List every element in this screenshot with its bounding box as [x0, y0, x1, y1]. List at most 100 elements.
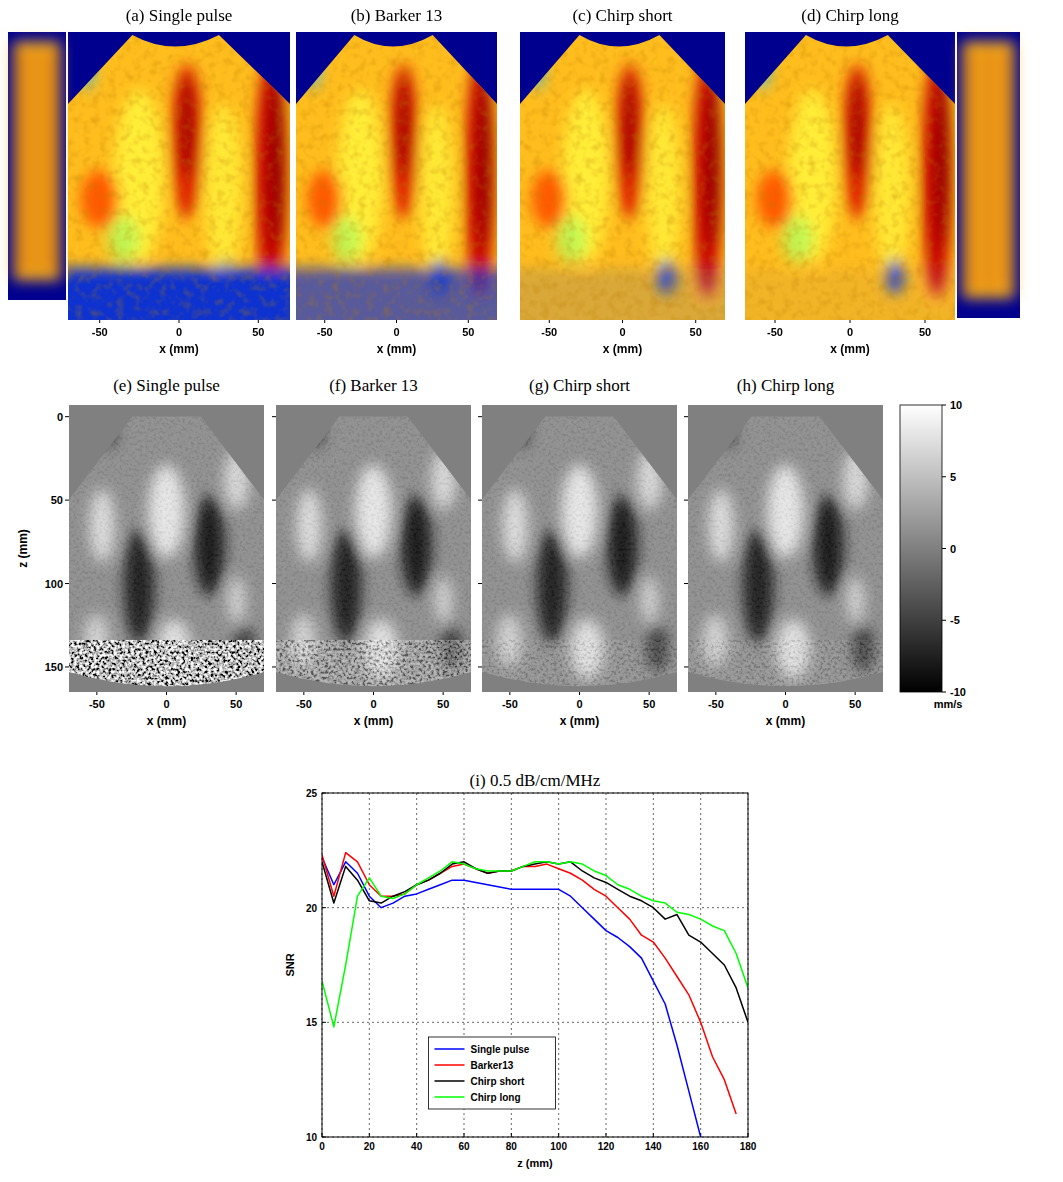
tick-label: 180: [740, 1141, 757, 1152]
tick: [785, 692, 786, 695]
grid-line: [416, 793, 417, 1137]
tick: [942, 548, 946, 549]
series-group: [322, 853, 748, 1137]
tick: [684, 416, 688, 417]
tick: [416, 1133, 417, 1137]
axis-title: x (mm): [603, 342, 642, 356]
legend-label: Chirp short: [471, 1076, 526, 1087]
tick: [942, 620, 946, 621]
tick-label: 0: [393, 326, 399, 338]
image-fill: [745, 32, 955, 320]
image-content: [69, 405, 264, 692]
image-content: [482, 405, 677, 692]
tick: [65, 583, 69, 584]
grid-line: [700, 793, 701, 1137]
tick: [653, 1133, 654, 1137]
tick-label: 15: [306, 1017, 318, 1028]
image-fill: [69, 405, 264, 692]
legend-swatch: [435, 1064, 465, 1066]
tick: [464, 1133, 465, 1137]
tick: [272, 500, 276, 501]
tick: [478, 583, 482, 584]
axis-title: x (mm): [147, 714, 186, 728]
tick-label: 50: [437, 698, 449, 710]
inset-stripe: [1001, 47, 1007, 293]
inset-blobs: [963, 42, 1014, 298]
axis-title: z (mm): [517, 1157, 553, 1169]
inset-stripe: [986, 47, 992, 293]
axis-title: SNR: [284, 953, 296, 976]
legend-box: [429, 1037, 556, 1109]
tick-label: -10: [950, 686, 966, 698]
image-texture: [276, 405, 471, 692]
grid-line: [558, 793, 559, 1137]
series-line: [322, 862, 748, 1027]
tick: [322, 1022, 326, 1023]
image-noise: [688, 640, 883, 692]
tick-label: -50: [541, 326, 557, 338]
legend-label: Single pulse: [471, 1044, 530, 1055]
image-texture: [69, 405, 264, 692]
image-panel: -50050x (mm)(a) Single pulse: [48, 6, 310, 356]
tick-label: 0: [176, 326, 182, 338]
tick-label: 100: [45, 578, 63, 590]
tick-label: 10: [306, 1132, 318, 1143]
tick: [925, 320, 926, 323]
image-content: [725, 32, 975, 340]
tick-label: 0: [950, 543, 956, 555]
image-content: [500, 32, 745, 340]
tick: [855, 692, 856, 695]
tick: [272, 666, 276, 667]
side-inset: [8, 32, 66, 300]
axis-title: x (mm): [159, 342, 198, 356]
axis-title: x (mm): [560, 714, 599, 728]
tick-label: 0: [782, 698, 788, 710]
inset-stripe: [970, 47, 976, 293]
image-texture: [482, 405, 677, 692]
tick: [549, 320, 550, 323]
velocity-panel: 050100150-50050x (mm)z (mm)(e) Single pu…: [16, 376, 264, 728]
axis-title: x (mm): [766, 714, 805, 728]
tick-label: -50: [296, 698, 312, 710]
tick-label: -5: [950, 614, 960, 626]
image-texture: [68, 32, 290, 320]
image-content: [276, 405, 471, 692]
tick: [369, 1133, 370, 1137]
image-texture: [520, 32, 725, 320]
tick-label: 0: [619, 326, 625, 338]
panel-title: (d) Chirp long: [801, 6, 899, 25]
tick-label: -50: [317, 326, 333, 338]
tick-label: 10: [950, 399, 962, 411]
series-line: [322, 857, 701, 1137]
image-texture: [296, 32, 497, 320]
image-background: [69, 405, 264, 692]
image-fill: [482, 405, 677, 692]
grid-line: [369, 793, 370, 1137]
tick-label: -50: [708, 698, 724, 710]
tick: [65, 416, 69, 417]
colorbar-scale: [900, 405, 942, 692]
grid-line: [653, 793, 654, 1137]
image-content: [48, 32, 310, 340]
tick: [684, 666, 688, 667]
plot-area: [322, 793, 748, 1137]
tick: [558, 1133, 559, 1137]
tick-label: 50: [643, 698, 655, 710]
tick-label: 150: [45, 661, 63, 673]
tick-label: 20: [364, 1141, 376, 1152]
image-texture: [688, 405, 883, 692]
tick-label: 0: [319, 1141, 325, 1152]
tick-label: 100: [550, 1141, 567, 1152]
image-texture: [745, 32, 955, 320]
tick-label: 0: [847, 326, 853, 338]
image-fill: [688, 405, 883, 692]
legend-label: Chirp long: [471, 1092, 521, 1103]
velocity-panel: -50050x (mm)(f) Barker 13: [272, 376, 471, 728]
plot-frame: [322, 793, 748, 1137]
axis-title: x (mm): [354, 714, 393, 728]
tick: [443, 692, 444, 695]
tick: [258, 320, 259, 323]
image-background: [688, 405, 883, 692]
tick-label: 25: [306, 788, 318, 799]
tick: [509, 692, 510, 695]
